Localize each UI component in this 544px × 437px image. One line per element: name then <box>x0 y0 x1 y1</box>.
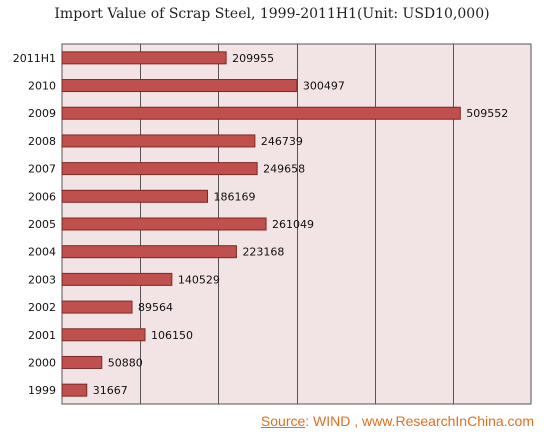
category-tick-labels: 2011H1 2010 2009 2008 2007 2006 2005 2004 2003 20… <box>13 52 56 397</box>
tick-label-2011H1: 2011H1 <box>13 52 56 65</box>
tick-label-2008: 2008 <box>28 135 56 148</box>
bar-2005 <box>61 217 267 231</box>
tick-label-2003: 2003 <box>28 273 56 286</box>
tick-label-2009: 2009 <box>28 107 56 120</box>
data-label-2005: 261049 <box>272 218 314 231</box>
bars <box>61 51 461 397</box>
bar-2010 <box>61 79 298 93</box>
data-label-2000: 50880 <box>108 356 143 369</box>
data-label-2007: 249658 <box>263 163 305 176</box>
data-label-2001: 106150 <box>151 329 193 342</box>
data-label-2004: 223168 <box>242 246 284 259</box>
tick-label-2006: 2006 <box>28 190 56 203</box>
tick-label-2000: 2000 <box>28 356 56 369</box>
data-label-2011H1: 209955 <box>232 52 274 65</box>
tick-label-2007: 2007 <box>28 163 56 176</box>
source-text: : WIND , www.ResearchInChina.com <box>305 413 534 429</box>
data-label-2009: 509552 <box>466 107 508 120</box>
data-label-2006: 186169 <box>214 190 256 203</box>
data-label-2002: 89564 <box>138 301 173 314</box>
tick-label-2004: 2004 <box>28 246 56 259</box>
bar-2011H1 <box>61 51 227 65</box>
chart-title: Import Value of Scrap Steel, 1999-2011H1… <box>54 6 490 22</box>
data-label-2010: 300497 <box>303 80 345 93</box>
tick-label-1999: 1999 <box>28 384 56 397</box>
bar-2004 <box>61 245 237 259</box>
bar-2006 <box>61 189 209 203</box>
bar-2007 <box>61 162 258 176</box>
bar-2002 <box>61 300 133 314</box>
data-label-2003: 140529 <box>178 273 220 286</box>
data-labels: 209955 300497 509552 246739 249658 186169 2610… <box>93 52 509 397</box>
bar-2009 <box>61 106 461 120</box>
data-label-2008: 246739 <box>261 135 303 148</box>
tick-label-2010: 2010 <box>28 80 56 93</box>
bar-2001 <box>61 328 146 342</box>
data-label-1999: 31667 <box>93 384 128 397</box>
bar-2008 <box>61 134 256 148</box>
source-label: Source <box>260 413 306 429</box>
tick-label-2001: 2001 <box>28 329 56 342</box>
bar-2003 <box>61 272 173 286</box>
tick-label-2002: 2002 <box>28 301 56 314</box>
bar-2000 <box>61 355 103 369</box>
source-note: Source: WIND , www.ResearchInChina.com <box>261 413 534 429</box>
bar-1999 <box>61 383 88 397</box>
tick-label-2005: 2005 <box>28 218 56 231</box>
